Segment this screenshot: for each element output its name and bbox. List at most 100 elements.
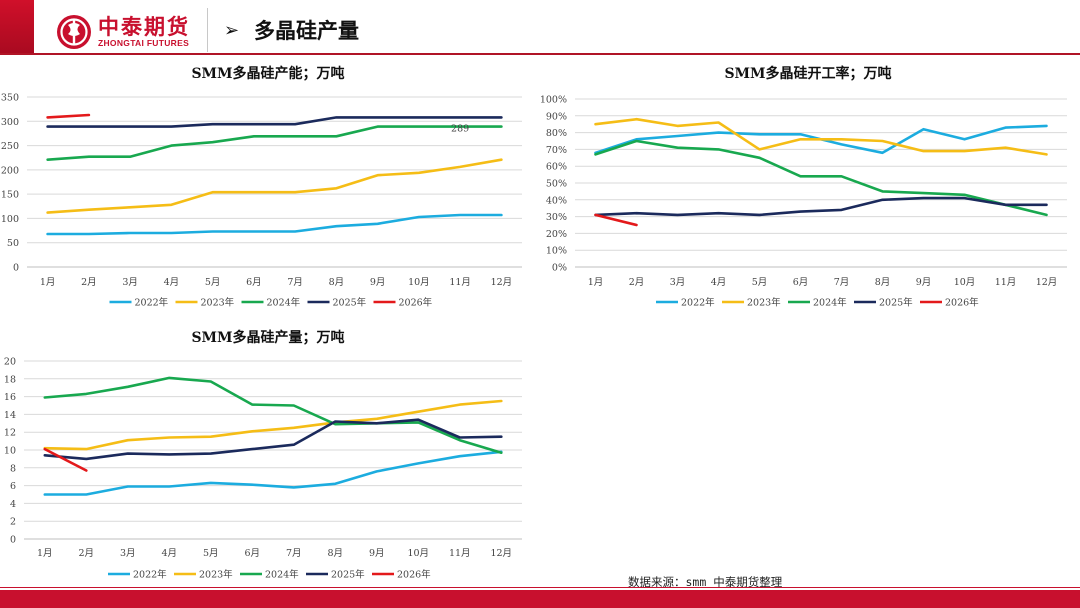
legend-label: 2022年 (133, 569, 167, 581)
x-tick-label: 3月 (670, 277, 686, 288)
y-tick-label: 300 (1, 117, 19, 128)
x-tick-label: 4月 (711, 277, 727, 288)
y-tick-label: 0 (13, 263, 19, 274)
x-tick-label: 9月 (370, 277, 386, 288)
legend-label: 2025年 (333, 297, 367, 309)
x-tick-label: 12月 (1036, 277, 1058, 288)
legend-label: 2025年 (331, 569, 365, 581)
legend-label: 2026年 (945, 297, 979, 309)
utilization-chart: SMM多晶硅开工率；万吨 0% 10% 20% 30% 40% 50% 60% 70% 80% 90… (540, 65, 1067, 309)
x-tick-label: 1月 (37, 548, 53, 559)
y-tick-label: 90% (546, 111, 567, 122)
y-tick-label: 80% (546, 128, 567, 139)
header-rule (0, 53, 1080, 55)
header-accent-bar (0, 0, 34, 55)
y-tick-label: 0 (10, 535, 16, 546)
x-tick-label: 9月 (916, 277, 932, 288)
series-line-2025年 (594, 196, 1048, 217)
data-label: 289 (451, 124, 469, 135)
y-tick-label: 50 (7, 238, 19, 249)
footer-bar (0, 590, 1080, 608)
capacity-chart: SMM多晶硅产能；万吨 0 50 100 150 200 250 300 350 1月 2月 3月 4月… (1, 65, 522, 309)
series-line-2025年 (43, 418, 503, 461)
series-line-2023年 (43, 399, 503, 451)
y-tick-label: 14 (4, 410, 16, 421)
y-tick-label: 12 (4, 428, 16, 439)
legend-label: 2024年 (265, 569, 299, 581)
chart-title: SMM多晶硅产量；万吨 (191, 329, 344, 346)
chart-title: SMM多晶硅产能；万吨 (191, 65, 344, 82)
y-tick-label: 6 (10, 481, 16, 492)
x-tick-label: 4月 (161, 548, 177, 559)
x-tick-label: 10月 (408, 277, 430, 288)
x-tick-label: 2月 (629, 277, 645, 288)
x-tick-label: 8月 (875, 277, 891, 288)
output-chart: SMM多晶硅产量；万吨 0 2 4 6 8 10 12 14 16 18 20 1月 2月 3月 4月 5月 6月… (4, 329, 522, 581)
y-tick-label: 50% (546, 179, 567, 190)
y-tick-label: 2 (10, 517, 16, 528)
y-tick-label: 350 (1, 93, 19, 104)
x-tick-label: 5月 (752, 277, 768, 288)
x-tick-label: 3月 (122, 277, 138, 288)
y-tick-label: 200 (1, 165, 19, 176)
y-tick-label: 4 (10, 499, 16, 510)
x-tick-label: 6月 (246, 277, 262, 288)
legend-label: 2026年 (399, 297, 433, 309)
x-tick-label: 11月 (449, 548, 471, 559)
x-tick-label: 3月 (120, 548, 136, 559)
company-logo: 中泰期货 ZHONGTAI FUTURES (56, 12, 190, 52)
y-tick-label: 10 (4, 446, 16, 457)
y-tick-label: 100 (1, 214, 19, 225)
y-tick-label: 70% (546, 145, 567, 156)
x-tick-label: 11月 (995, 277, 1017, 288)
x-tick-label: 10月 (954, 277, 976, 288)
series-line-2022年 (43, 450, 503, 496)
legend-label: 2024年 (813, 297, 847, 309)
y-tick-label: 18 (4, 374, 16, 385)
x-tick-label: 6月 (793, 277, 809, 288)
y-tick-label: 40% (546, 195, 567, 206)
series-line-2026年 (43, 447, 88, 472)
title-arrow-icon: ➢ (224, 20, 240, 41)
y-tick-label: 10% (546, 246, 567, 257)
series-line-2022年 (46, 213, 503, 236)
y-tick-label: 150 (1, 190, 19, 201)
series-line-2024年 (594, 139, 1048, 217)
legend-label: 2023年 (201, 297, 235, 309)
series-line-2023年 (46, 158, 503, 214)
series-line-2026年 (594, 213, 638, 227)
company-name-cn: 中泰期货 (98, 14, 190, 39)
x-tick-label: 5月 (205, 277, 221, 288)
y-tick-label: 60% (546, 162, 567, 173)
x-tick-label: 2月 (78, 548, 94, 559)
series-line-2025年 (46, 116, 503, 128)
series-line-2024年 (46, 125, 503, 161)
y-tick-label: 8 (10, 463, 16, 474)
y-tick-label: 16 (4, 392, 16, 403)
y-tick-label: 0% (552, 263, 567, 274)
x-tick-label: 8月 (327, 548, 343, 559)
page-title: 多晶硅产量 (254, 19, 359, 43)
x-tick-label: 5月 (203, 548, 219, 559)
x-tick-label: 1月 (588, 277, 604, 288)
chart-title: SMM多晶硅开工率；万吨 (724, 65, 891, 82)
x-tick-label: 7月 (286, 548, 302, 559)
x-tick-label: 6月 (244, 548, 260, 559)
x-tick-label: 1月 (40, 277, 56, 288)
x-tick-label: 12月 (490, 548, 512, 559)
legend-label: 2026年 (397, 569, 431, 581)
x-tick-label: 4月 (164, 277, 180, 288)
footer-rule (0, 587, 1080, 588)
x-tick-label: 7月 (287, 277, 303, 288)
legend-label: 2025年 (879, 297, 913, 309)
legend-label: 2023年 (747, 297, 781, 309)
legend-label: 2024年 (267, 297, 301, 309)
legend-label: 2022年 (135, 297, 169, 309)
legend-label: 2022年 (681, 297, 715, 309)
series-line-2023年 (594, 117, 1048, 156)
series-line-2024年 (43, 376, 503, 454)
series-line-2026年 (46, 113, 91, 119)
x-tick-label: 10月 (407, 548, 429, 559)
y-tick-label: 20 (4, 357, 16, 368)
data-source-note: 数据来源：smm 中泰期货整理 (628, 575, 783, 589)
